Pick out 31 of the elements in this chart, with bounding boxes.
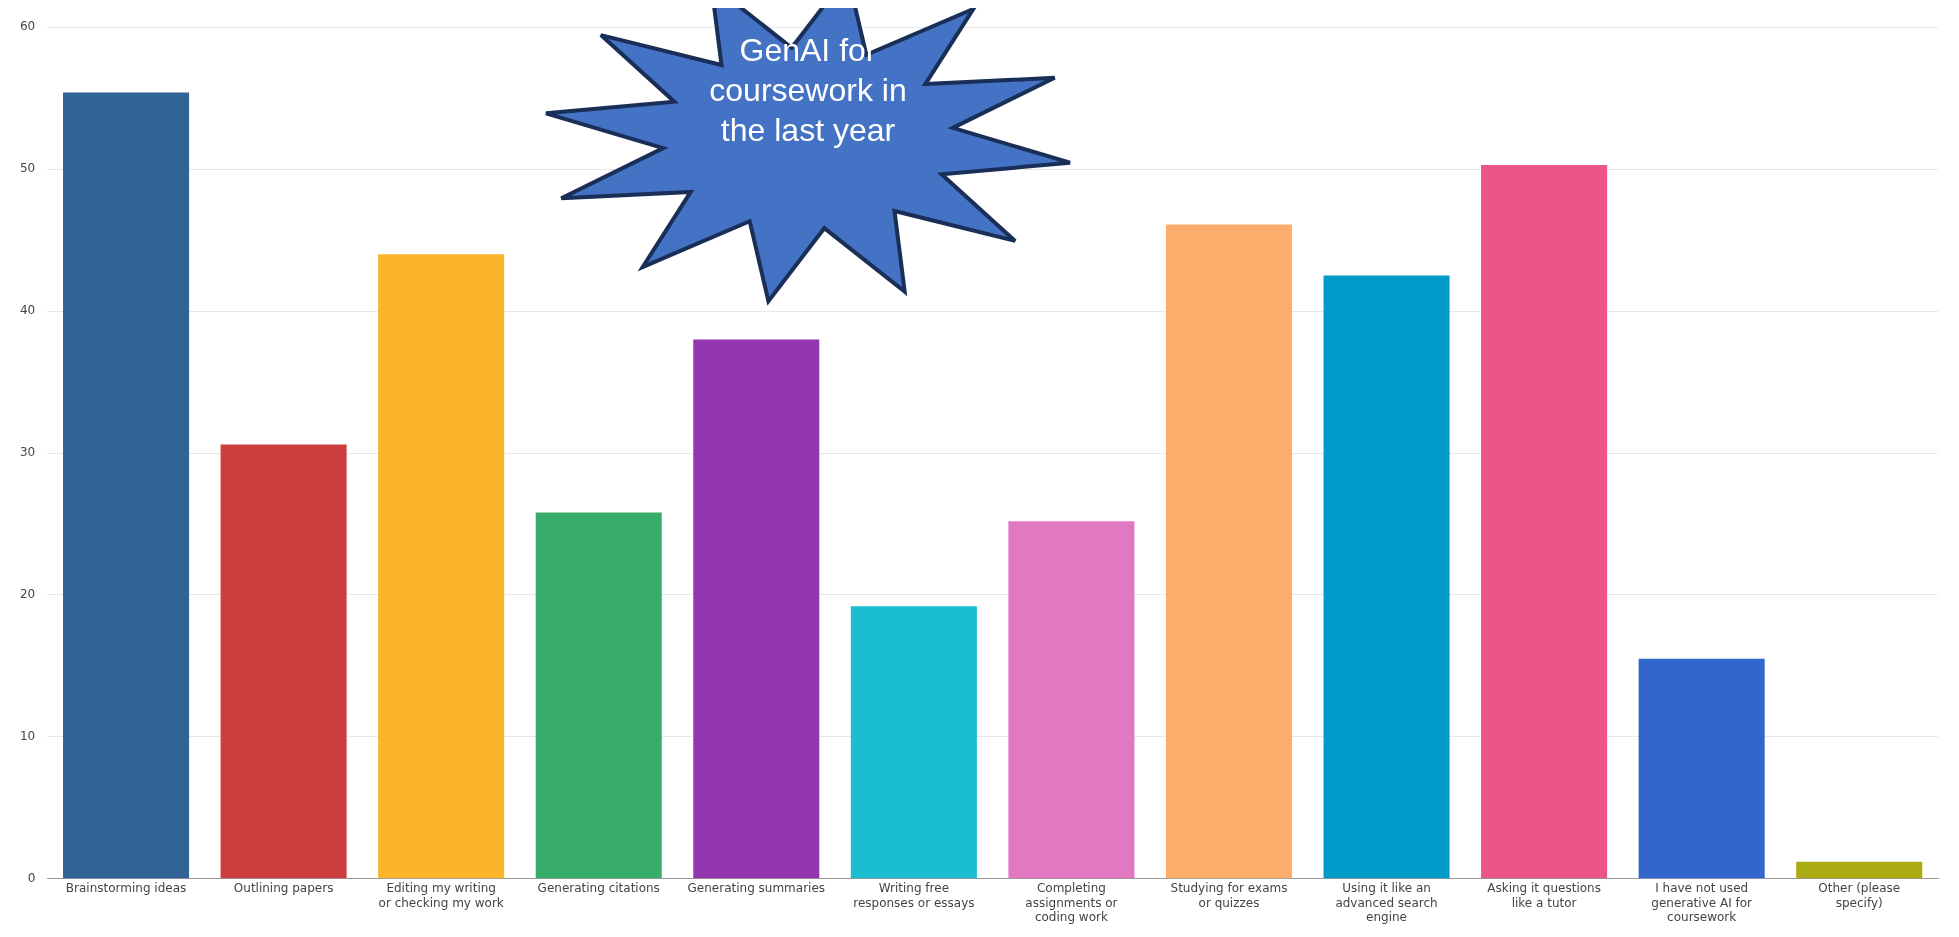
y-tick-label: 40: [19, 303, 36, 318]
bar: [1638, 658, 1765, 879]
bar: [1796, 861, 1923, 879]
bar: [220, 444, 347, 879]
y-tick-label: 60: [19, 19, 36, 34]
x-tick-label: I have not used generative AI for coursework: [1651, 881, 1753, 924]
bar: [1481, 164, 1608, 879]
y-tick-label: 50: [19, 161, 36, 176]
bar: [1008, 521, 1135, 879]
x-tick-label: Editing my writing or checking my work: [378, 881, 504, 910]
x-tick-label: Completing assignments or coding work: [1025, 881, 1118, 924]
bar: [1323, 275, 1450, 879]
x-tick-label: Writing free responses or essays: [853, 881, 975, 910]
bar: [535, 512, 662, 879]
y-tick-label: 0: [27, 870, 36, 885]
x-tick-label: Brainstorming ideas: [65, 881, 187, 896]
bar: [63, 92, 190, 879]
y-tick-label: 10: [19, 728, 36, 743]
x-tick-label: Generating summaries: [687, 881, 826, 896]
x-tick-label: Outlining papers: [233, 881, 334, 896]
bar: [1165, 224, 1292, 879]
x-tick-label: Other (please specify): [1818, 881, 1901, 910]
bar: [378, 254, 505, 879]
y-tick-label: 20: [19, 587, 36, 602]
bar: [693, 339, 820, 879]
bar: [850, 606, 977, 879]
x-tick-label: Studying for exams or quizzes: [1170, 881, 1288, 910]
x-tick-label: Using it like an advanced search engine: [1335, 881, 1438, 924]
x-tick-label: Generating citations: [537, 881, 660, 896]
y-tick-label: 30: [19, 445, 36, 460]
x-tick-label: Asking it questions like a tutor: [1487, 881, 1601, 910]
